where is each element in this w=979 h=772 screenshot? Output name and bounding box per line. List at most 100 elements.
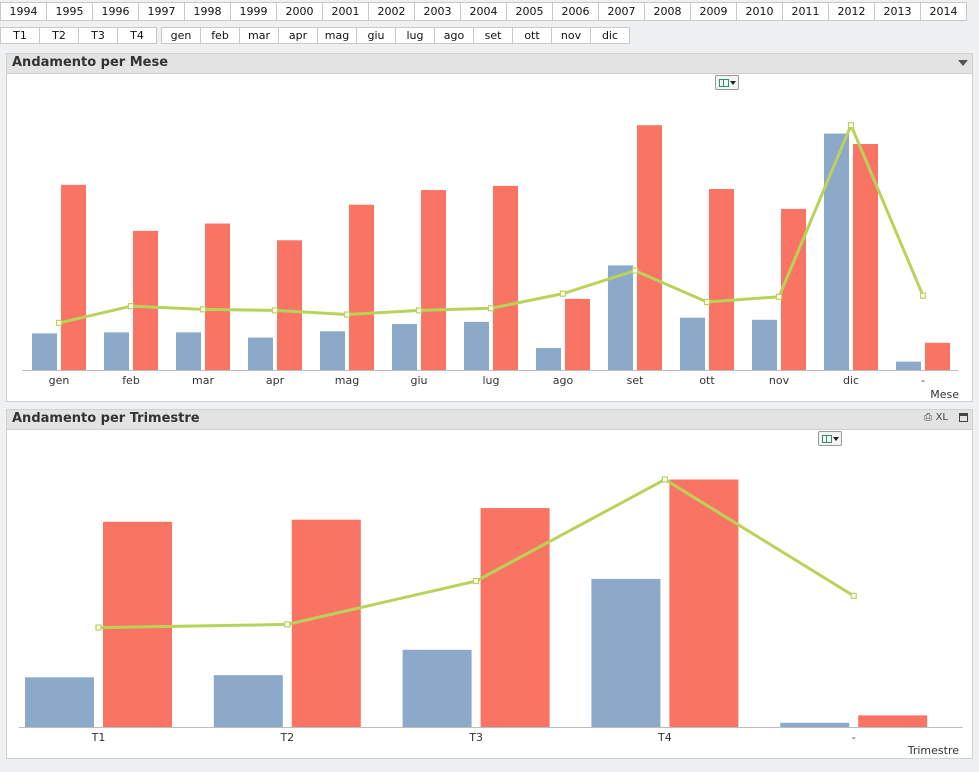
bar-series-b (565, 298, 590, 370)
bar-series-b (925, 342, 950, 370)
bar-series-b (133, 230, 158, 370)
bar-series-a (680, 317, 705, 370)
menu-caret-icon[interactable] (958, 60, 968, 66)
quarter-item[interactable]: T3 (78, 27, 118, 44)
bar-series-a (25, 677, 94, 727)
year-item[interactable]: 2011 (782, 2, 829, 21)
year-item[interactable]: 2001 (322, 2, 369, 21)
bar-series-b (421, 190, 446, 370)
month-item[interactable]: mar (239, 27, 279, 44)
month-item[interactable]: feb (200, 27, 240, 44)
maximize-icon[interactable] (959, 413, 968, 422)
year-item[interactable]: 2009 (690, 2, 737, 21)
x-tick-label: dic (843, 374, 859, 387)
bar-series-b (493, 185, 518, 370)
x-tick-label: - (852, 731, 856, 744)
chart-type-switch-icon[interactable] (818, 431, 842, 446)
year-item[interactable]: 1999 (230, 2, 277, 21)
x-tick-label: T4 (657, 731, 672, 744)
month-chart-panel: Andamento per Mese gen feb mar apr mag giu lug… (6, 53, 973, 402)
x-tick-label: gen (49, 374, 70, 387)
x-tick-label: mag (335, 374, 359, 387)
x-tick-label: T3 (468, 731, 483, 744)
bar-series-a (824, 133, 849, 370)
bar-series-b (291, 519, 361, 727)
bar-series-a (320, 331, 345, 370)
bar-series-b (61, 184, 86, 370)
bar-series-a (896, 361, 921, 370)
quarter-chart-panel: Andamento per Trimestre ⎙ XL T1 T2 T3 T4 - Tr… (6, 409, 973, 759)
bar-series-b (858, 715, 928, 727)
x-tick-label: lug (482, 374, 499, 387)
year-listbox: 1994 1995 1996 1997 1998 1999 2000 2001 2002 2003… (0, 2, 979, 21)
bar-series-a (104, 332, 129, 370)
line-point (343, 311, 351, 318)
month-item[interactable]: apr (278, 27, 318, 44)
x-tick-label: ago (553, 374, 574, 387)
year-item[interactable]: 2005 (506, 2, 553, 21)
bar-series-a (752, 319, 777, 370)
x-tick-label: apr (266, 374, 285, 387)
bar-series-a (591, 578, 661, 727)
bar-series-a (464, 321, 489, 370)
quarter-item[interactable]: T1 (0, 27, 40, 44)
bar-series-b (637, 125, 662, 370)
month-item[interactable]: ott (512, 27, 552, 44)
bar-series-b (205, 223, 230, 370)
print-icon[interactable]: ⎙ (924, 412, 932, 423)
year-item[interactable]: 2007 (598, 2, 645, 21)
panel-header: Andamento per Trimestre ⎙ XL (7, 410, 972, 430)
year-item[interactable]: 2014 (920, 2, 967, 21)
x-tick-label: giu (410, 374, 427, 387)
month-item[interactable]: dic (590, 27, 630, 44)
year-item[interactable]: 2010 (736, 2, 783, 21)
xl-export-button[interactable]: XL (935, 412, 948, 423)
month-item[interactable]: nov (551, 27, 591, 44)
year-item[interactable]: 1998 (184, 2, 231, 21)
bar-series-b (349, 204, 374, 370)
bar-series-a (780, 722, 850, 727)
quarter-item[interactable]: T4 (117, 27, 157, 44)
month-item[interactable]: giu (356, 27, 396, 44)
x-tick-label: feb (122, 374, 140, 387)
year-item[interactable]: 1997 (138, 2, 185, 21)
x-tick-label: T2 (279, 731, 294, 744)
line-point (199, 306, 207, 313)
year-item[interactable]: 2004 (460, 2, 507, 21)
bar-series-b (709, 189, 734, 370)
line-point (127, 303, 135, 310)
month-item[interactable]: lug (395, 27, 435, 44)
x-tick-label: ott (699, 374, 715, 387)
line-point (473, 577, 480, 585)
line-point (661, 476, 669, 483)
bar-series-b (103, 521, 172, 727)
period-listbox: T1 T2 T3 T4 gen feb mar apr mag giu lug ago set ott no… (0, 27, 630, 44)
year-item[interactable]: 1996 (92, 2, 139, 21)
year-item[interactable]: 2000 (276, 2, 323, 21)
year-item[interactable]: 2008 (644, 2, 691, 21)
line-series (98, 477, 855, 630)
x-axis-title: Trimestre (907, 744, 959, 757)
month-item[interactable]: mag (317, 27, 357, 44)
month-item[interactable]: set (473, 27, 513, 44)
bar-series-a (213, 675, 283, 727)
line-point (775, 293, 783, 300)
year-item[interactable]: 1995 (46, 2, 93, 21)
year-item[interactable]: 2003 (414, 2, 461, 21)
bar-series-b (277, 240, 302, 370)
line-point (55, 319, 63, 327)
year-item[interactable]: 1994 (0, 2, 47, 21)
quarter-item[interactable]: T2 (39, 27, 79, 44)
year-item[interactable]: 2012 (828, 2, 875, 21)
chart-type-switch-icon[interactable] (715, 75, 739, 90)
line-point (559, 290, 567, 297)
month-item[interactable]: gen (161, 27, 201, 44)
line-point (95, 624, 102, 631)
panel-title: Andamento per Trimestre (12, 411, 200, 426)
year-item[interactable]: 2013 (874, 2, 921, 21)
panel-title: Andamento per Mese (12, 55, 169, 70)
month-item[interactable]: ago (434, 27, 474, 44)
year-item[interactable]: 2006 (552, 2, 599, 21)
year-item[interactable]: 2002 (368, 2, 415, 21)
bar-series-a (536, 348, 561, 370)
